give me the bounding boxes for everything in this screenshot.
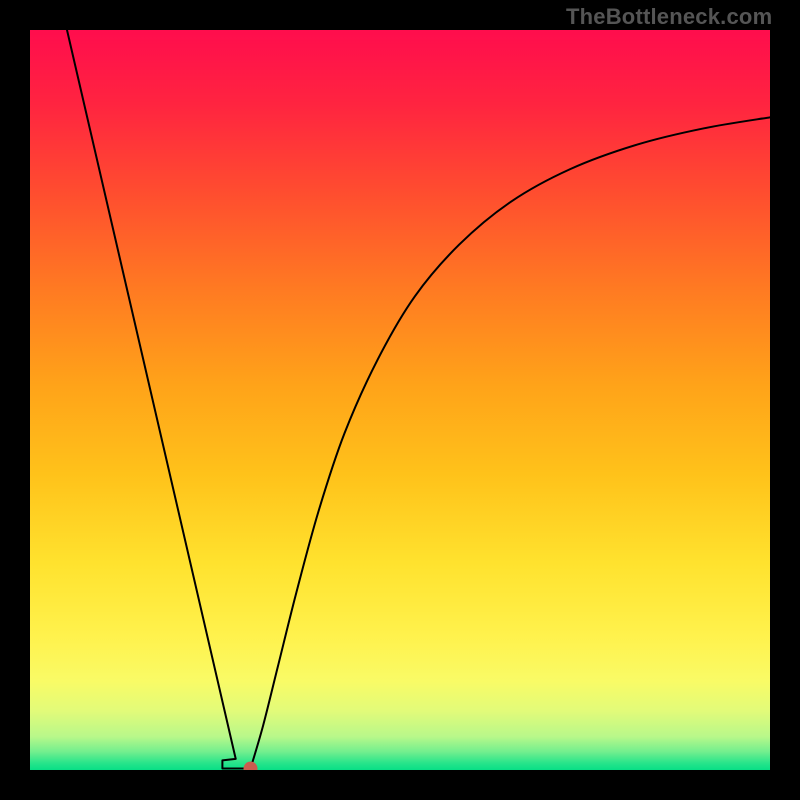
plot-gradient-background xyxy=(30,30,770,770)
watermark-text: TheBottleneck.com xyxy=(566,4,772,30)
bottleneck-plot xyxy=(0,0,800,800)
